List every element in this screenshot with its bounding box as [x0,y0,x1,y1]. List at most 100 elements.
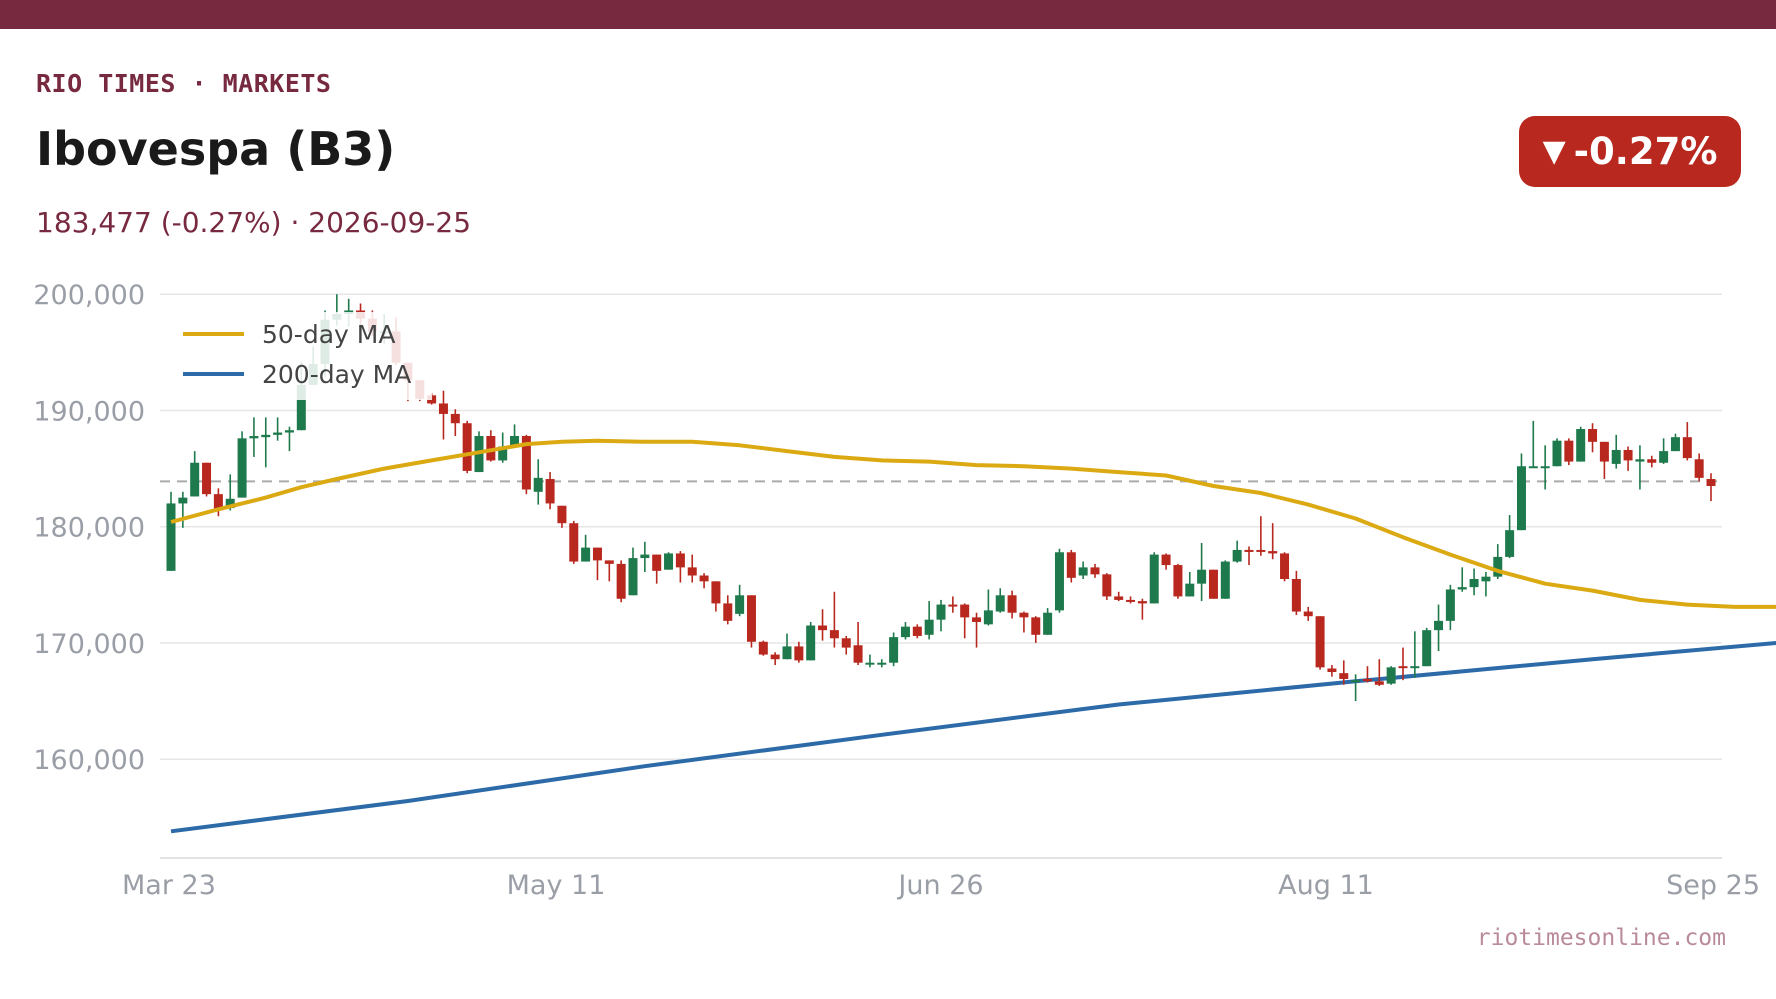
candle-body [1185,583,1195,597]
candle [640,541,650,573]
ma200-layer [170,641,1776,834]
candle-body [1327,668,1337,672]
y-tick-label: 170,000 [33,629,145,660]
candle [1457,567,1467,592]
candle-body [1386,667,1396,684]
candle [1670,433,1680,452]
candle-body [545,479,555,504]
candle [1126,596,1136,604]
candle [1623,446,1633,471]
candle-body [1220,561,1230,599]
candle [1422,627,1432,667]
top-accent-bar [0,0,1776,29]
candle [628,547,638,596]
candle-body [1256,549,1266,552]
candle [1410,631,1420,678]
candle-body [1398,666,1408,669]
candle-body [770,654,780,660]
candle [178,491,188,528]
candle [889,632,899,667]
candle [581,534,591,562]
candle-body [273,432,283,435]
candle [1469,568,1479,596]
candle [166,491,176,571]
candle-body [829,630,839,639]
candle-body [1173,565,1183,597]
candle [1599,441,1609,480]
candle-body [960,604,970,618]
candle [652,554,662,584]
candle-body [249,436,259,439]
candle-body [1149,554,1159,604]
candle-body [983,610,993,625]
candle-body [450,413,460,424]
candle-body [1576,429,1586,462]
candle [782,633,792,660]
candle-body [1161,554,1171,566]
candle [1137,598,1147,620]
candle-body [462,423,472,471]
candle [1611,434,1621,469]
candle [699,573,709,589]
candle-body [687,567,697,576]
candle [237,431,247,498]
candle [1185,572,1195,597]
candle [853,622,863,666]
candle-body [1291,579,1301,612]
candle-body [1244,549,1254,552]
x-tick-label: Sep 25 [1666,870,1760,901]
candle [806,622,816,661]
candle-body [1339,673,1349,679]
candle-layer [166,294,1716,702]
candle [960,603,970,639]
candle [1493,544,1503,579]
candle [616,560,626,603]
candle-body [664,553,674,570]
candle-body [995,595,1005,612]
candle [1694,453,1704,482]
candle-body [1090,567,1100,575]
candle [865,654,875,668]
legend-label: 50-day MA [262,320,395,349]
candle [1102,573,1112,600]
page-title: Ibovespa (B3) [36,122,396,176]
legend-label: 200-day MA [262,360,411,389]
candle-body [225,498,235,509]
candle [1031,616,1041,643]
down-arrow-icon: ▼ [1542,134,1566,169]
candle-body [746,595,756,642]
candle-body [1588,429,1598,442]
candle [675,551,685,583]
candle-body [1670,437,1680,452]
candle [1362,666,1372,683]
candle [818,609,828,641]
candle [1149,552,1159,604]
candle-body [1422,630,1432,667]
candle-body [1445,589,1455,621]
candle-body [652,554,662,571]
candle-body [1647,459,1657,463]
candle [746,595,756,648]
candle-body [533,477,543,492]
candle [664,552,674,570]
candle-body [296,384,306,431]
y-tick-label: 190,000 [33,396,145,427]
candle [202,462,212,497]
candle-body [1469,579,1479,588]
candle [486,430,496,462]
candle [1019,611,1029,633]
candle-body [438,403,448,414]
candle-body [1303,611,1313,617]
candle [1386,666,1396,685]
candle-body [1374,681,1384,685]
candle [735,584,745,617]
candle-body [592,547,602,561]
candle-body [202,462,212,495]
candle [1374,659,1384,686]
candle-body [1232,549,1242,562]
change-badge: ▼ -0.27% [1519,116,1741,187]
candle [723,595,733,625]
x-tick-label: May 11 [507,870,606,901]
candle [948,596,958,613]
